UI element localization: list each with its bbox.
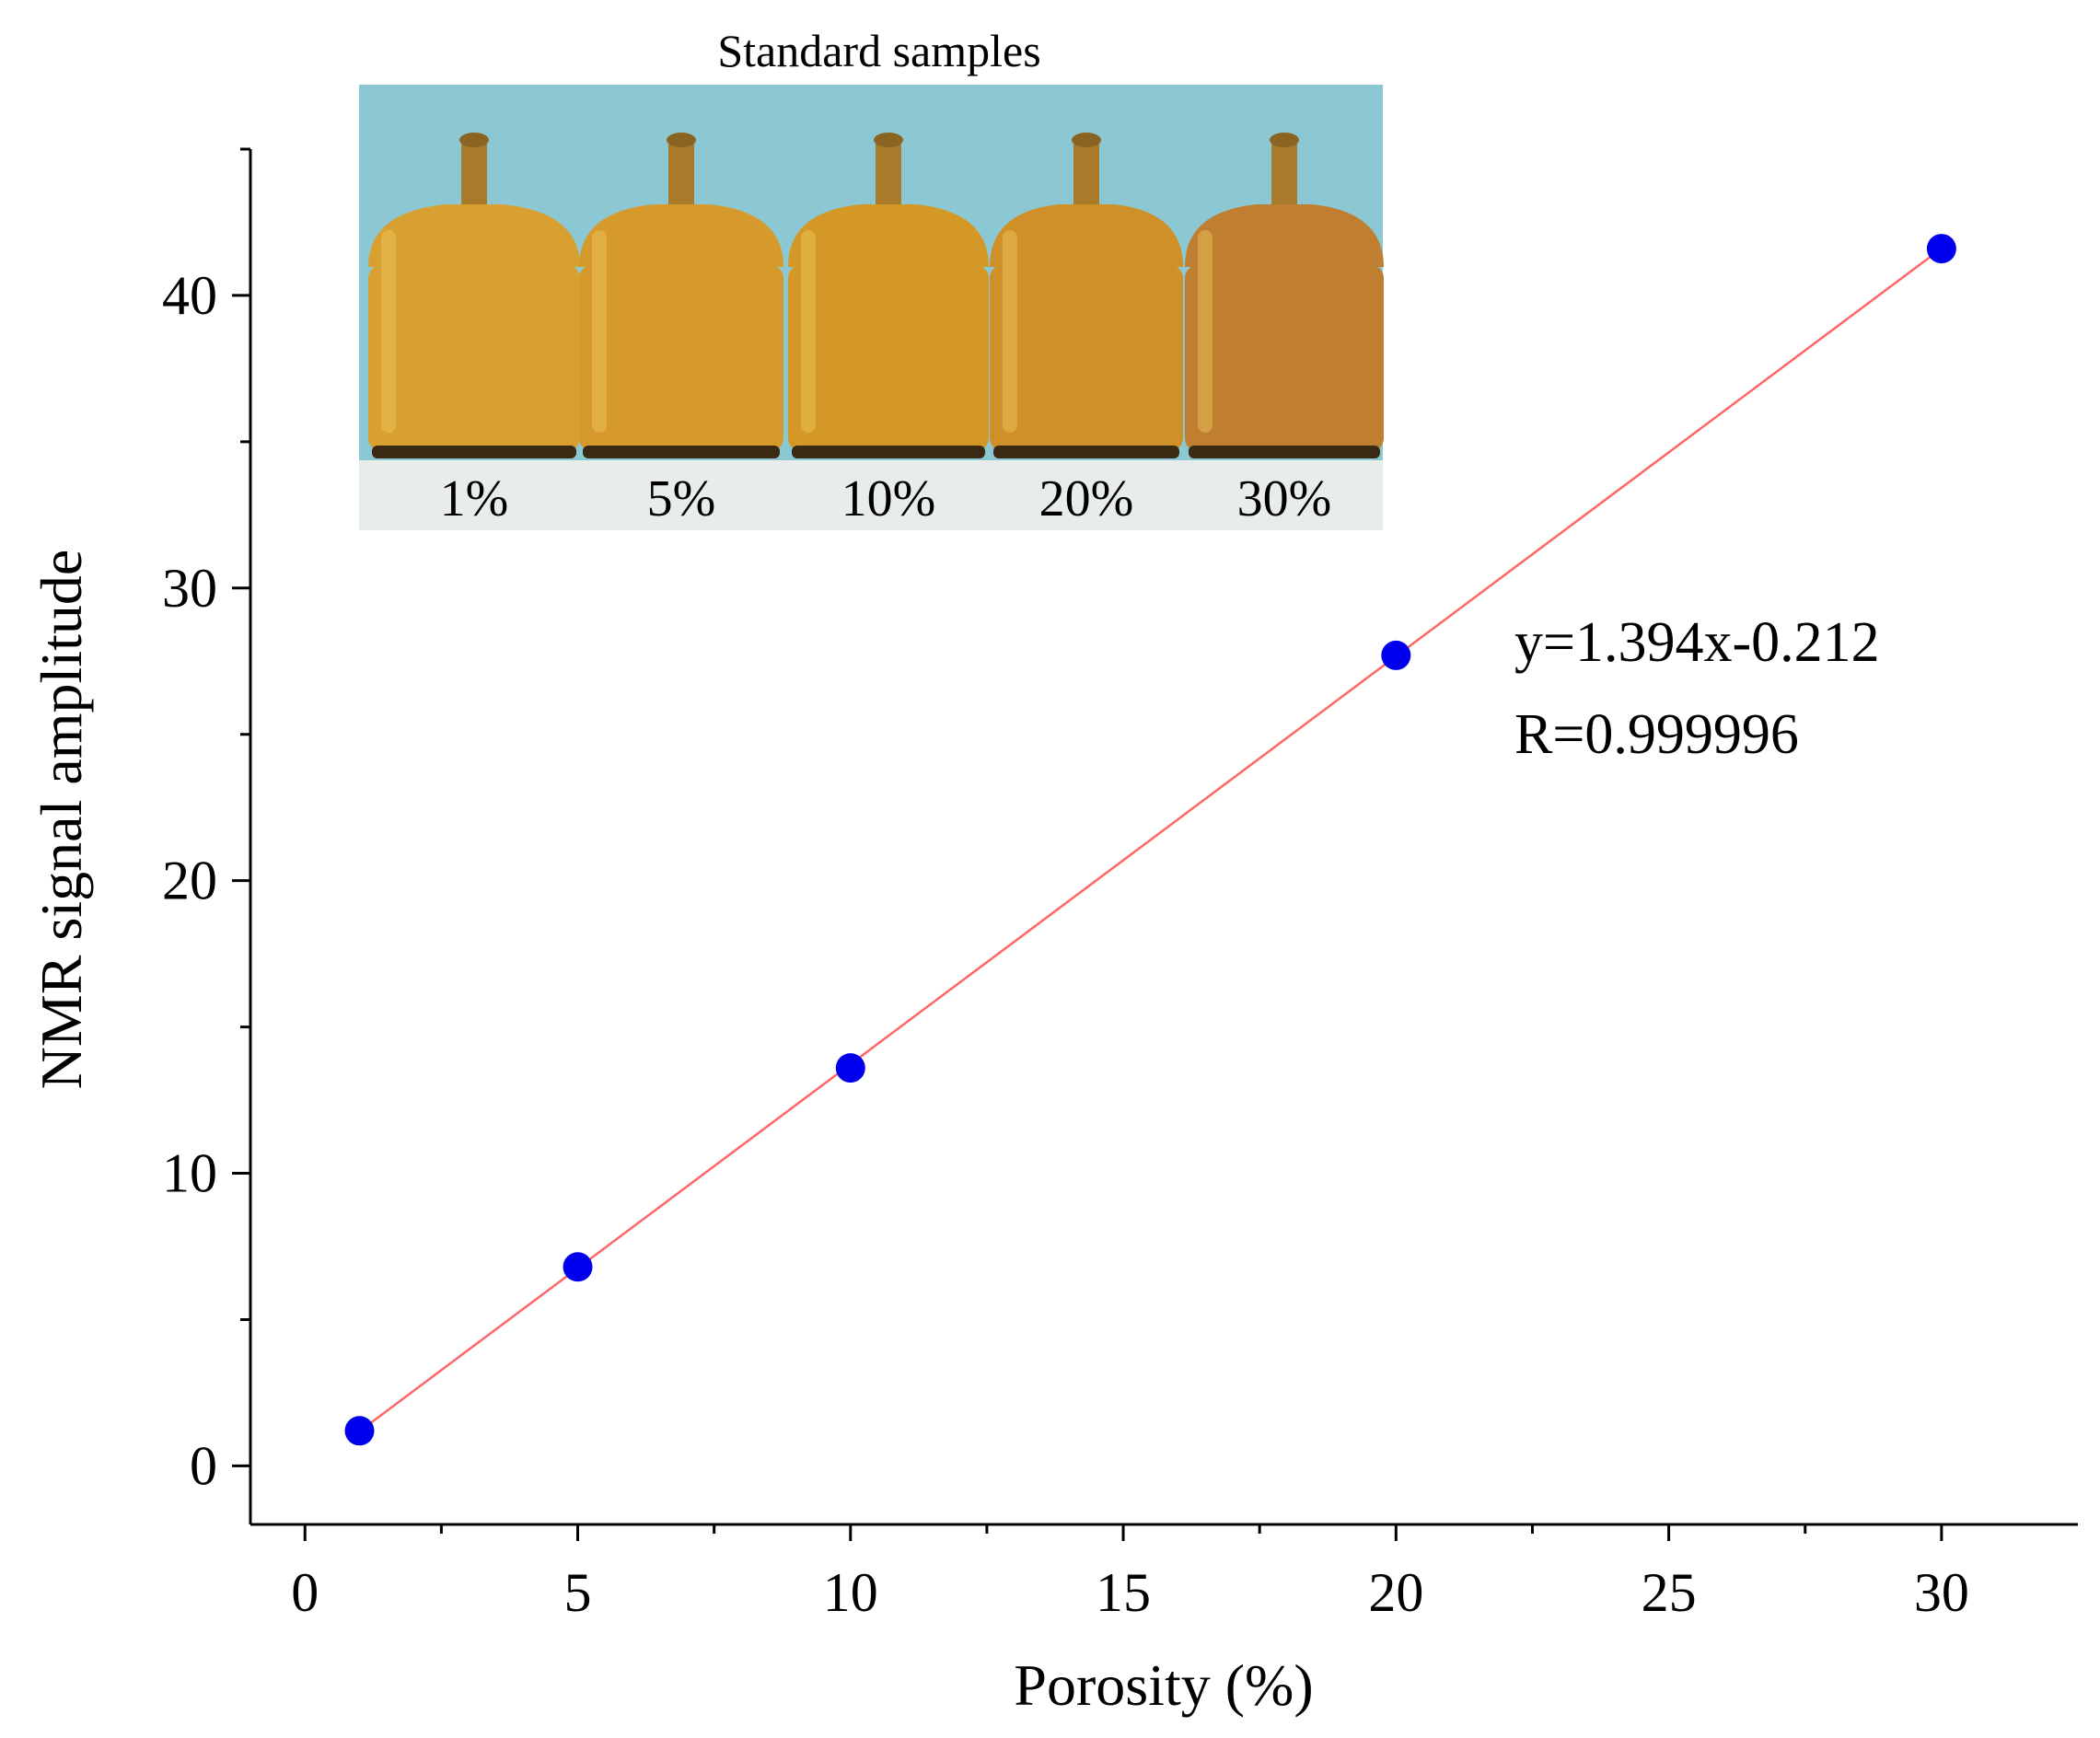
axis-tick-labels: 0 5 10 15 20 25 30 0 10 20 30 40 <box>162 265 1969 1623</box>
inset-table-surface <box>359 460 1383 530</box>
bottle-cap <box>667 133 696 147</box>
bottle-cap <box>1072 133 1101 147</box>
sample-label: 5% <box>647 470 716 527</box>
sample-bottles: 1% 5% 10% 20% 30% <box>368 133 1384 527</box>
bottle-base <box>583 446 780 458</box>
bottle-neck <box>876 138 901 212</box>
bottle-highlight <box>801 230 816 433</box>
bottle-shoulder <box>368 204 580 267</box>
bottle-highlight <box>381 230 396 433</box>
x-tick-label: 10 <box>823 1562 878 1623</box>
bottle-shoulder <box>788 204 989 267</box>
bottle-cap <box>459 133 489 147</box>
x-tick-label: 0 <box>291 1562 319 1623</box>
x-tick-label: 15 <box>1096 1562 1151 1623</box>
data-points <box>344 234 1956 1446</box>
sample-label: 10% <box>841 470 936 527</box>
bottle-base <box>792 446 985 458</box>
sample-bottle: 1% <box>368 133 580 527</box>
y-tick-label: 10 <box>162 1143 217 1204</box>
x-axis-title: Porosity (%) <box>1014 1652 1313 1718</box>
x-tick-label: 20 <box>1368 1562 1423 1623</box>
x-tick-label: 5 <box>564 1562 592 1623</box>
y-tick-label: 40 <box>162 265 217 326</box>
inset-title: Standard samples <box>717 25 1040 76</box>
bottle-highlight <box>592 230 607 433</box>
y-axis-title: NMR signal amplitude <box>29 550 94 1090</box>
bottle-shoulder <box>1185 204 1384 267</box>
bottle-body <box>579 265 783 451</box>
bottle-cap <box>1270 133 1299 147</box>
y-tick-label: 0 <box>190 1435 217 1496</box>
sample-label: 1% <box>440 470 509 527</box>
data-point <box>344 1416 375 1446</box>
bottle-shoulder <box>990 204 1183 267</box>
bottle-base <box>372 446 576 458</box>
fit-line-group <box>358 247 1943 1432</box>
bottle-cap <box>874 133 903 147</box>
x-tick-label: 25 <box>1642 1562 1697 1623</box>
fit-r-value: R=0.999996 <box>1514 703 1799 766</box>
bottle-body <box>788 265 989 451</box>
standard-samples-photo: Standard samples 1% 5% 10% 20% 30% <box>359 25 1384 530</box>
fit-line <box>358 247 1943 1432</box>
data-point <box>1926 234 1956 264</box>
data-point <box>835 1053 865 1083</box>
bottle-base <box>1189 446 1380 458</box>
sample-bottle: 30% <box>1185 133 1384 527</box>
bottle-neck <box>668 138 694 212</box>
bottle-neck <box>461 138 487 212</box>
data-point <box>563 1252 593 1282</box>
sample-bottle: 5% <box>579 133 783 527</box>
bottle-base <box>993 446 1179 458</box>
bottle-shoulder <box>579 204 783 267</box>
bottle-body <box>990 265 1183 451</box>
bottle-neck <box>1073 138 1099 212</box>
axis-ticks <box>232 147 1943 1541</box>
fit-equation: y=1.394x-0.212 <box>1514 611 1880 674</box>
bottle-highlight <box>1003 230 1017 433</box>
sample-bottle: 10% <box>788 133 989 527</box>
sample-label: 30% <box>1237 470 1332 527</box>
data-point <box>1381 640 1411 670</box>
bottle-highlight <box>1198 230 1212 433</box>
y-tick-label: 20 <box>162 851 217 911</box>
bottle-body <box>368 265 580 451</box>
sample-bottle: 20% <box>990 133 1183 527</box>
bottle-body <box>1185 265 1384 451</box>
y-tick-label: 30 <box>162 558 217 619</box>
bottle-neck <box>1271 138 1297 212</box>
x-tick-label: 30 <box>1914 1562 1969 1623</box>
axes: 0 5 10 15 20 25 30 0 10 20 30 40 <box>162 147 2078 1623</box>
sample-label: 20% <box>1039 470 1134 527</box>
